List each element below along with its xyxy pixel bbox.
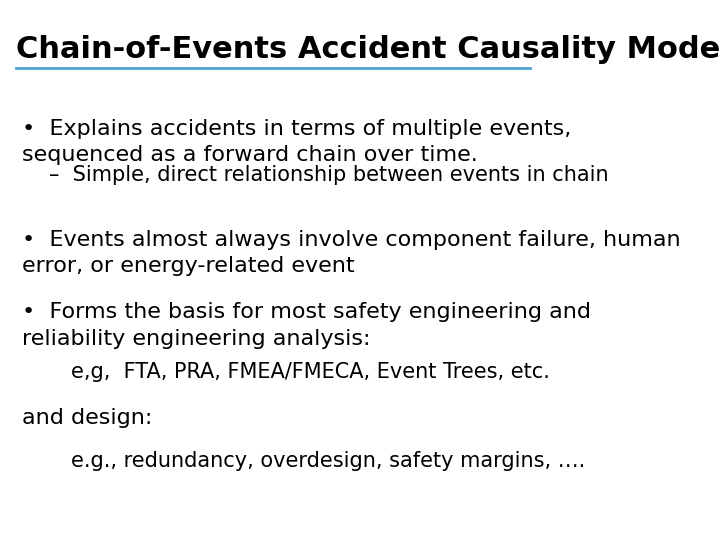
Text: •  Explains accidents in terms of multiple events,
sequenced as a forward chain : • Explains accidents in terms of multipl… (22, 119, 571, 165)
Text: –  Simple, direct relationship between events in chain: – Simple, direct relationship between ev… (49, 165, 609, 185)
Text: e,g,  FTA, PRA, FMEA/FMECA, Event Trees, etc.: e,g, FTA, PRA, FMEA/FMECA, Event Trees, … (71, 362, 550, 382)
Text: Chain-of-Events Accident Causality Model: Chain-of-Events Accident Causality Model (17, 35, 720, 64)
Text: •  Forms the basis for most safety engineering and
reliability engineering analy: • Forms the basis for most safety engine… (22, 302, 591, 349)
Text: e.g., redundancy, overdesign, safety margins, ….: e.g., redundancy, overdesign, safety mar… (71, 451, 585, 471)
Text: and design:: and design: (22, 408, 152, 428)
Text: •  Events almost always involve component failure, human
error, or energy-relate: • Events almost always involve component… (22, 230, 680, 276)
